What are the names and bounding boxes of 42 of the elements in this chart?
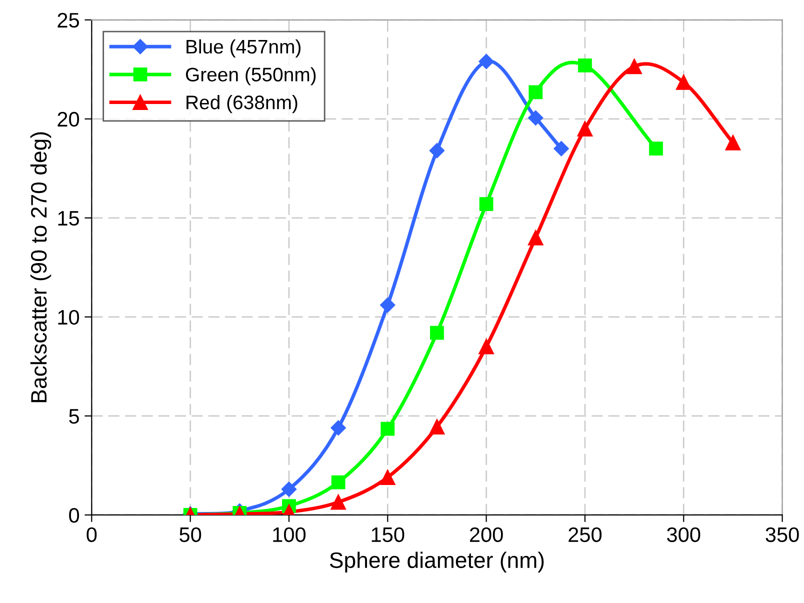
- point: [380, 422, 395, 436]
- y-tick-label: 5: [69, 409, 79, 424]
- point: [577, 121, 593, 136]
- point: [676, 74, 692, 90]
- x-tick-label: 350: [766, 527, 799, 542]
- y-tick-label: 20: [58, 112, 80, 127]
- point: [479, 197, 494, 212]
- x-tick-label: 250: [568, 527, 602, 542]
- legend-label: Green (550nm): [186, 67, 316, 86]
- point: [626, 58, 642, 74]
- point: [281, 482, 297, 497]
- point: [430, 326, 444, 340]
- point: [330, 494, 346, 510]
- x-axis-title: Sphere diameter (nm): [330, 552, 544, 572]
- point: [429, 419, 445, 434]
- point: [528, 110, 544, 126]
- point: [528, 85, 543, 100]
- y-tick-label: 0: [69, 508, 80, 523]
- point: [331, 475, 346, 490]
- point: [380, 297, 396, 313]
- y-axis-title: Backscatter (90 to 270 deg): [30, 132, 52, 402]
- x-tick-label: 0: [86, 527, 97, 542]
- point: [478, 339, 494, 354]
- y-tick-label: 15: [58, 211, 79, 226]
- legend-label: Red (638nm): [186, 95, 298, 114]
- point: [380, 470, 396, 485]
- x-tick-label: 50: [180, 527, 202, 542]
- x-tick-label: 150: [372, 527, 404, 542]
- point: [429, 143, 445, 158]
- x-tick-label: 300: [667, 527, 700, 542]
- point: [649, 142, 663, 156]
- point: [330, 420, 346, 436]
- point: [478, 54, 494, 70]
- legend-label: Blue (457nm): [186, 39, 301, 58]
- point: [578, 58, 592, 72]
- point: [528, 230, 544, 246]
- y-tick-label: 25: [58, 12, 79, 28]
- y-tick-label: 10: [58, 310, 80, 325]
- point: [725, 135, 741, 150]
- point: [554, 141, 569, 156]
- x-tick-label: 200: [470, 527, 503, 542]
- x-tick-label: 100: [273, 527, 306, 542]
